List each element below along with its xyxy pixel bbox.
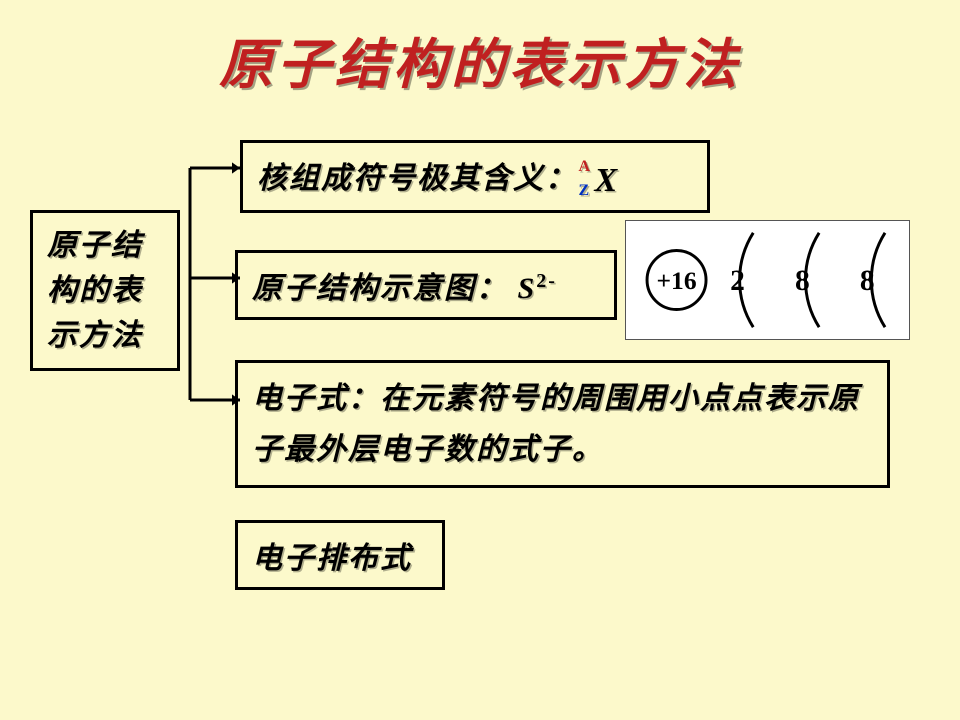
- ion-symbol: S2-: [518, 272, 557, 305]
- root-text: 原子结 构的表 示方法: [47, 229, 143, 352]
- nuclide-Z: Z: [579, 182, 592, 200]
- ion-base: S: [518, 272, 537, 305]
- ion-charge: 2-: [536, 270, 557, 292]
- svg-text:+16: +16: [656, 266, 696, 295]
- slide-title: 原子结构的表示方法: [0, 20, 960, 99]
- root-box: 原子结 构的表 示方法: [30, 210, 180, 371]
- svg-text:2: 2: [730, 265, 745, 297]
- box-nuclide: 核组成符号极其含义： A Z X: [240, 140, 710, 213]
- atom-diagram: +16 2 8 8: [625, 220, 910, 340]
- svg-text:8: 8: [860, 265, 875, 297]
- box-electron-dot: 电子式：在元素符号的周围用小点点表示原子最外层电子数的式子。: [235, 360, 890, 488]
- nuclide-A: A: [579, 158, 593, 176]
- svg-text:8: 8: [795, 265, 810, 297]
- nuclide-X: X: [595, 162, 620, 199]
- box1-label: 核组成符号极其含义：: [257, 162, 577, 195]
- box2-label: 原子结构示意图：: [252, 272, 508, 305]
- box-electron-config: 电子排布式: [235, 520, 445, 590]
- box3-text: 电子式：在元素符号的周围用小点点表示原子最外层电子数的式子。: [252, 382, 860, 466]
- box-schematic: 原子结构示意图： S2-: [235, 250, 617, 320]
- nuclide-symbol: A Z X: [595, 162, 620, 200]
- box4-text: 电子排布式: [252, 542, 412, 575]
